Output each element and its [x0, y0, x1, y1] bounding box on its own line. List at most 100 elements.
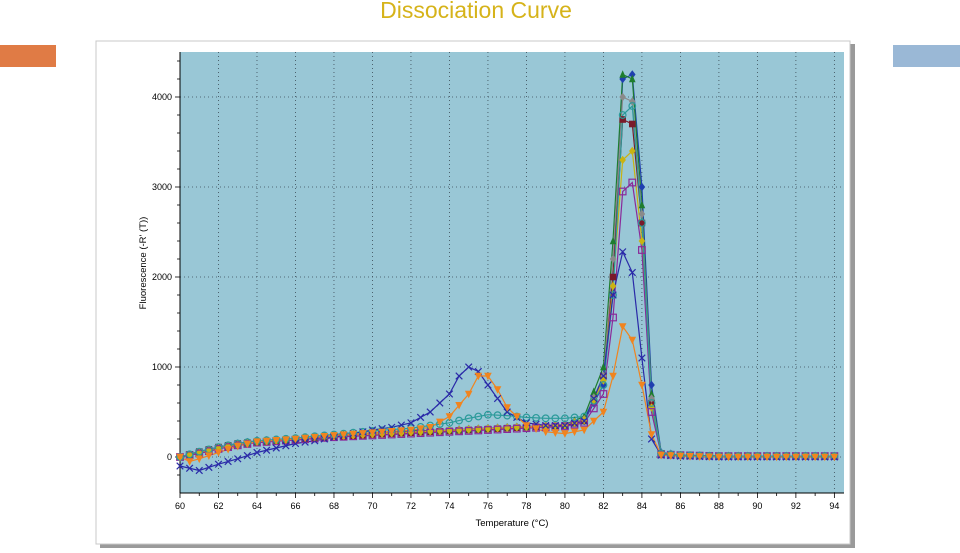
x-tick-label: 64: [252, 501, 262, 511]
data-point: [609, 236, 617, 245]
x-tick-label: 78: [521, 501, 531, 511]
data-point: [648, 380, 655, 390]
data-point: [618, 187, 627, 196]
y-tick-label: 4000: [152, 92, 172, 102]
x-tick-label: 80: [560, 501, 570, 511]
data-point: [715, 453, 723, 462]
x-tick-label: 76: [483, 501, 493, 511]
data-point: [589, 417, 598, 426]
data-point: [522, 413, 531, 422]
data-point: [474, 426, 483, 435]
data-point: [484, 410, 492, 419]
data-point: [609, 254, 617, 264]
data-point: [686, 453, 694, 461]
data-point: [551, 429, 560, 437]
data-point: [676, 452, 685, 461]
x-tick-label: 90: [752, 501, 762, 511]
data-point: [609, 372, 617, 381]
data-point: [455, 401, 463, 410]
series-line: [179, 249, 835, 472]
data-point: [619, 92, 626, 102]
y-tick-label: 3000: [152, 182, 172, 192]
data-point: [628, 102, 637, 110]
data-point: [705, 453, 714, 462]
x-tick-label: 72: [406, 501, 416, 511]
data-point: [493, 394, 502, 403]
data-point: [830, 453, 839, 462]
data-point: [484, 372, 492, 381]
data-point: [532, 425, 540, 433]
data-point: [638, 354, 646, 362]
data-point: [359, 430, 367, 438]
data-point: [185, 464, 194, 472]
data-point: [792, 453, 800, 462]
data-point: [195, 466, 203, 475]
data-point: [820, 453, 829, 462]
data-point: [185, 458, 194, 466]
x-axis-label: Temperature (°C): [476, 518, 549, 529]
data-point: [475, 424, 482, 434]
data-point: [638, 381, 646, 390]
data-point: [599, 390, 608, 398]
data-point: [176, 453, 184, 462]
x-tick-label: 68: [329, 501, 339, 511]
data-point: [638, 219, 646, 227]
data-point: [618, 323, 627, 331]
data-point: [811, 453, 819, 462]
data-point: [599, 372, 608, 380]
data-point: [609, 291, 617, 299]
data-point: [445, 390, 454, 398]
x-tick-label: 60: [175, 501, 185, 511]
data-point: [310, 433, 319, 442]
x-tick-label: 62: [213, 501, 223, 511]
data-point: [282, 442, 290, 450]
data-point: [272, 437, 281, 445]
data-point: [205, 452, 213, 460]
data-point: [657, 451, 665, 460]
data-point: [570, 419, 579, 427]
data-point: [628, 120, 636, 128]
data-point: [638, 182, 646, 192]
data-point: [590, 387, 598, 396]
x-tick-label: 82: [598, 501, 608, 511]
data-point: [320, 433, 329, 441]
data-point: [435, 428, 444, 437]
data-point: [272, 444, 280, 452]
data-point: [195, 455, 204, 464]
data-point: [638, 236, 646, 246]
data-point: [493, 411, 502, 420]
data-point: [378, 428, 386, 437]
accent-bar-left: [0, 45, 56, 67]
data-point: [205, 463, 213, 472]
data-point: [570, 413, 579, 422]
data-point: [589, 396, 598, 405]
data-point: [387, 428, 396, 436]
data-point: [407, 419, 415, 427]
data-point: [426, 424, 435, 432]
data-point: [647, 408, 656, 416]
y-tick-label: 2000: [152, 272, 172, 282]
y-axis-label: Fluorescence (-R' (T)): [138, 217, 149, 310]
data-point: [638, 246, 646, 254]
plot-background: [180, 52, 844, 493]
data-point: [541, 428, 550, 437]
data-point: [349, 430, 358, 439]
data-point: [600, 380, 607, 390]
data-point: [695, 453, 704, 461]
data-point: [600, 376, 607, 385]
data-point: [464, 390, 473, 399]
data-point: [541, 421, 550, 430]
data-point: [455, 427, 463, 436]
data-point: [445, 413, 454, 421]
data-point: [628, 70, 636, 79]
data-point: [628, 74, 636, 83]
data-point: [330, 432, 338, 440]
tick-labels: 60 62 64 66 68 70 72 74 76 78 80 82 84 86 88 90 92 94 0 100…: [152, 92, 839, 511]
data-point: [570, 428, 579, 437]
x-tick-label: 94: [829, 501, 839, 511]
y-tick-label: 1000: [152, 362, 172, 372]
data-point: [599, 408, 608, 417]
data-point: [416, 413, 425, 422]
data-point: [600, 362, 607, 371]
